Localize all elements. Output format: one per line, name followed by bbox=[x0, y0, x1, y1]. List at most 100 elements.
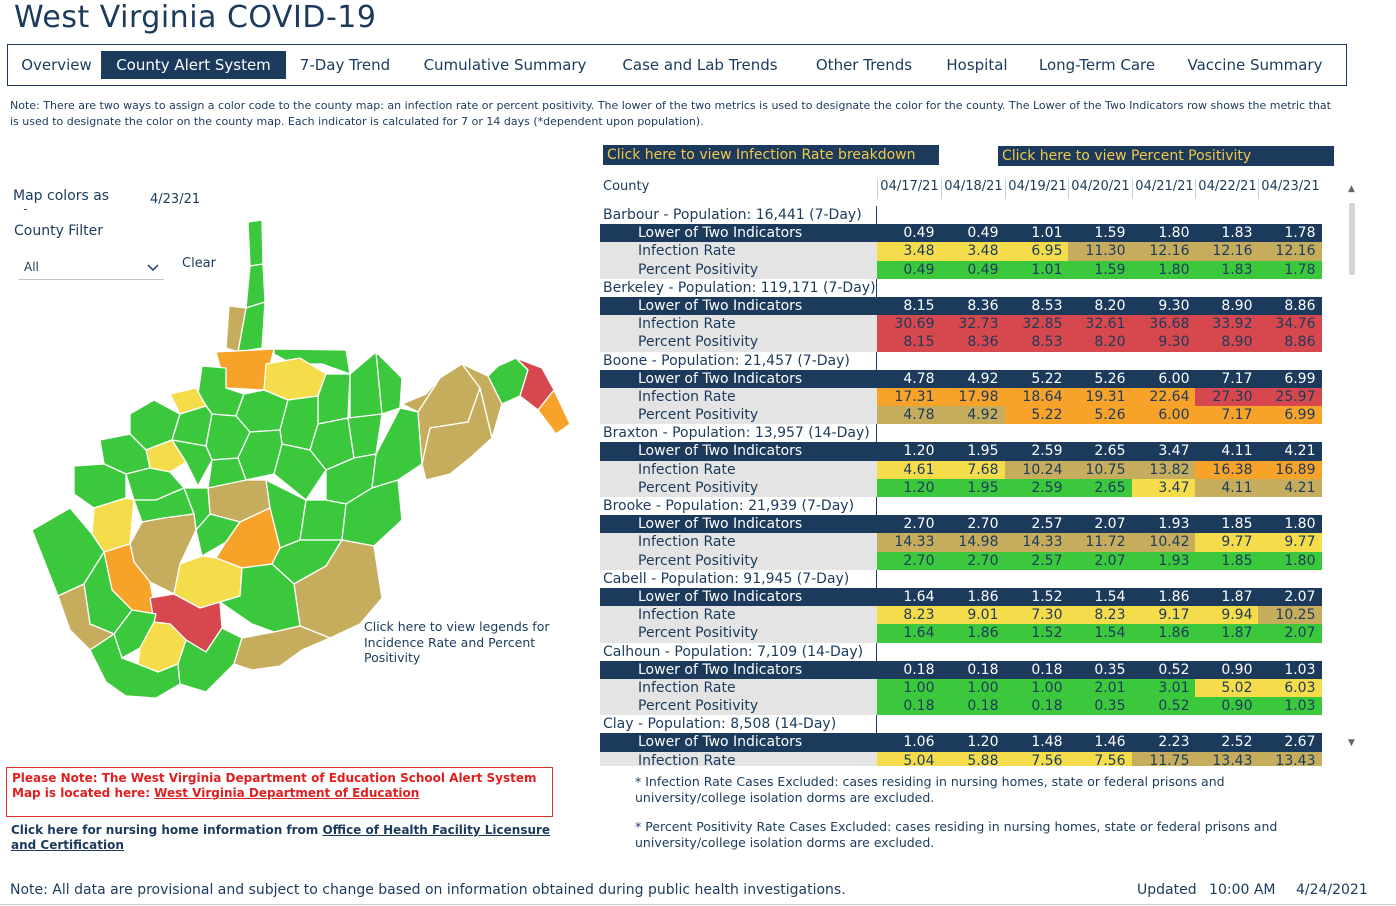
table-cell: 22.64 bbox=[1132, 387, 1196, 407]
table-cell: 5.22 bbox=[1005, 369, 1069, 388]
infection-rate-row-label: Infection Rate bbox=[600, 460, 877, 479]
legend-link[interactable]: Click here to view legends for Incidence… bbox=[364, 619, 550, 665]
table-cell: 1.54 bbox=[1068, 624, 1132, 643]
table-cell: 2.70 bbox=[877, 515, 941, 534]
table-cell: 11.75 bbox=[1132, 751, 1196, 766]
county-row-label: Braxton - Population: 13,957 (14-Day) bbox=[603, 425, 870, 442]
map-county[interactable] bbox=[247, 219, 264, 267]
percent-positivity-row-label: Percent Positivity bbox=[600, 624, 877, 643]
scroll-up-icon[interactable]: ▲ bbox=[1348, 184, 1355, 194]
table-cell: 5.88 bbox=[941, 751, 1005, 766]
table-cell: 11.30 bbox=[1068, 242, 1132, 261]
table-cell: 1.48 bbox=[1005, 733, 1069, 752]
tab-cumulative-summary[interactable]: Cumulative Summary bbox=[423, 56, 587, 74]
lower-indicator-row: Lower of Two Indicators 4.78 4.92 5.22 5.26 6… bbox=[600, 369, 1322, 388]
table-cell: 2.23 bbox=[1132, 733, 1196, 752]
table-cell: 0.18 bbox=[877, 660, 941, 679]
table-cell: 14.33 bbox=[1005, 533, 1069, 552]
education-department-link[interactable]: West Virginia Department of Education bbox=[154, 786, 420, 800]
table-cell: 1.59 bbox=[1068, 224, 1132, 243]
table-cell: 10.75 bbox=[1068, 460, 1132, 479]
health-facility-licensure-link[interactable]: Office of Health Facility Licensure and … bbox=[11, 823, 551, 852]
map-county[interactable] bbox=[219, 563, 301, 633]
percent-positivity-row: Percent Positivity 0.49 0.49 1.01 1.59 1.80 1.… bbox=[600, 260, 1322, 279]
table-cell: 13.82 bbox=[1132, 460, 1196, 479]
scrollbar-thumb[interactable] bbox=[1349, 203, 1355, 275]
county-filter-value: All bbox=[24, 260, 39, 274]
table-cell: 5.26 bbox=[1068, 406, 1132, 425]
infection-rate-row: Infection Rate 3.48 3.48 6.95 11.30 12.16 12.1… bbox=[600, 242, 1322, 261]
table-cell: 6.99 bbox=[1258, 406, 1322, 425]
lower-indicator-row: Lower of Two Indicators 0.49 0.49 1.01 1.59 1… bbox=[600, 224, 1322, 243]
map-county[interactable] bbox=[401, 377, 441, 413]
table-cell: 5.22 bbox=[1005, 406, 1069, 425]
map-county[interactable] bbox=[461, 363, 503, 439]
clear-button[interactable]: Clear bbox=[182, 256, 216, 271]
table-cell: 1.80 bbox=[1258, 515, 1322, 534]
table-cell: 9.77 bbox=[1258, 533, 1322, 552]
county-row-label: Brooke - Population: 21,939 (7-Day) bbox=[603, 498, 855, 514]
county-filter-dropdown[interactable]: All bbox=[18, 254, 164, 280]
table-cell: 1.20 bbox=[877, 442, 941, 461]
infection-rate-row-label: Infection Rate bbox=[600, 387, 877, 407]
table-cell: 2.57 bbox=[1005, 551, 1069, 570]
tab-7-day-trend[interactable]: 7-Day Trend bbox=[299, 56, 391, 74]
table-cell: 1.85 bbox=[1195, 551, 1259, 570]
table-cell: 1.93 bbox=[1132, 515, 1196, 534]
table-cell: 33.92 bbox=[1195, 315, 1259, 334]
tab-vaccine-summary[interactable]: Vaccine Summary bbox=[1187, 56, 1323, 74]
table-cell: 7.30 bbox=[1005, 606, 1069, 625]
county-column-header: County bbox=[603, 179, 650, 194]
map-county[interactable] bbox=[317, 373, 351, 425]
tab-overview[interactable]: Overview bbox=[21, 56, 92, 74]
tab-other-trends[interactable]: Other Trends bbox=[815, 56, 913, 74]
map-county[interactable] bbox=[171, 439, 213, 487]
table-cell: 2.65 bbox=[1068, 478, 1132, 497]
infection-rate-row: Infection Rate 17.31 17.98 18.64 19.31 22.64 2… bbox=[600, 387, 1322, 407]
scroll-down-icon[interactable]: ▼ bbox=[1348, 738, 1355, 748]
table-cell: 2.65 bbox=[1068, 442, 1132, 461]
map-county[interactable] bbox=[245, 263, 266, 309]
table-cell: 2.07 bbox=[1258, 624, 1322, 643]
table-cell: 8.90 bbox=[1195, 333, 1259, 352]
table-cell: 14.98 bbox=[941, 533, 1005, 552]
percent-positivity-button[interactable]: Click here to view Percent Positivity bbox=[998, 146, 1334, 166]
table-cell: 10.24 bbox=[1005, 460, 1069, 479]
table-cell: 17.31 bbox=[877, 387, 941, 407]
map-county[interactable] bbox=[421, 387, 493, 481]
infection-rate-row-label: Infection Rate bbox=[600, 533, 877, 552]
date-column-header: 04/21/21 bbox=[1132, 179, 1196, 199]
table-cell: 1.59 bbox=[1068, 260, 1132, 279]
percent-positivity-row-label: Percent Positivity bbox=[600, 697, 877, 716]
infection-rate-row-label: Infection Rate bbox=[600, 678, 877, 698]
table-cell: 2.70 bbox=[877, 551, 941, 570]
map-county[interactable] bbox=[299, 499, 347, 541]
tab-long-term-care[interactable]: Long-Term Care bbox=[1038, 56, 1156, 74]
table-cell: 1.03 bbox=[1258, 660, 1322, 679]
table-cell: 1.95 bbox=[941, 478, 1005, 497]
tab-case-and-lab-trends[interactable]: Case and Lab Trends bbox=[622, 56, 778, 74]
map-county[interactable] bbox=[171, 405, 213, 447]
lower-indicator-row: Lower of Two Indicators 8.15 8.36 8.53 8.20 9… bbox=[600, 296, 1322, 316]
table-cell: 0.49 bbox=[941, 260, 1005, 279]
map-county[interactable] bbox=[273, 348, 351, 375]
table-cell: 0.49 bbox=[941, 224, 1005, 243]
divider bbox=[876, 642, 877, 661]
lower-indicator-row-label: Lower of Two Indicators bbox=[600, 442, 877, 461]
map-county[interactable] bbox=[537, 389, 571, 435]
map-county[interactable] bbox=[273, 443, 327, 501]
infection-rate-breakdown-button[interactable]: Click here to view Infection Rate breakd… bbox=[603, 145, 939, 165]
table-cell: 1.86 bbox=[941, 624, 1005, 643]
lower-indicator-row: Lower of Two Indicators 1.64 1.86 1.52 1.54 1… bbox=[600, 587, 1322, 607]
table-cell: 30.69 bbox=[877, 315, 941, 334]
map-county[interactable] bbox=[233, 625, 331, 671]
table-cell: 0.49 bbox=[877, 260, 941, 279]
table-cell: 5.02 bbox=[1195, 678, 1259, 698]
table-cell: 1.20 bbox=[941, 733, 1005, 752]
county-map[interactable] bbox=[30, 218, 572, 706]
tab-county-alert-system[interactable]: County Alert System bbox=[101, 51, 286, 79]
tab-hospital[interactable]: Hospital bbox=[946, 56, 1008, 74]
table-cell: 7.17 bbox=[1195, 406, 1259, 425]
table-cell: 2.67 bbox=[1258, 733, 1322, 752]
lower-indicator-row: Lower of Two Indicators 1.06 1.20 1.48 1.46 2… bbox=[600, 733, 1322, 752]
